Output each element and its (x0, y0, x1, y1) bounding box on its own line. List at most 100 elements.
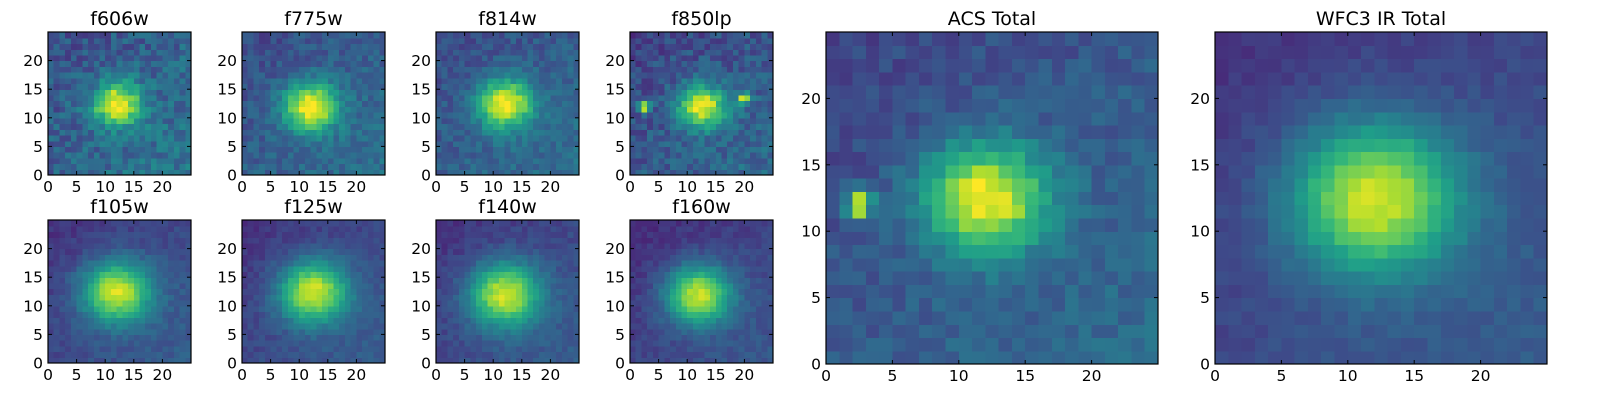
heatmap-cell (179, 77, 186, 85)
heatmap-cell (133, 83, 141, 90)
heatmap-cell (561, 225, 569, 233)
heatmap-cell (767, 100, 774, 107)
heatmap-cell (561, 60, 569, 67)
heatmap-cell (687, 49, 694, 56)
heatmap-cell (567, 271, 574, 278)
heatmap-cell (675, 134, 683, 142)
heatmap-cell (70, 220, 78, 227)
heatmap-cell (647, 83, 654, 90)
heatmap-cell (516, 43, 523, 50)
heatmap-cell (732, 100, 740, 107)
heatmap-cell (293, 340, 300, 347)
heatmap-cell (88, 72, 95, 79)
heatmap-cell (556, 242, 563, 250)
heatmap-cell (761, 77, 768, 85)
heatmap-cell (333, 60, 340, 67)
heatmap-cell (70, 231, 78, 238)
heatmap-cell (65, 43, 72, 50)
heatmap-cell (139, 277, 146, 284)
heatmap-cell (561, 72, 569, 79)
heatmap-cell (270, 163, 277, 170)
y-tick-label: 0 (227, 355, 237, 373)
heatmap-cell (276, 72, 283, 79)
heatmap-cell (333, 271, 340, 278)
heatmap-cell (687, 60, 694, 67)
heatmap-cell (299, 305, 306, 313)
heatmap-cell (133, 271, 141, 278)
heatmap-cell (658, 317, 665, 324)
heatmap-cell (59, 163, 66, 170)
heatmap-cell (681, 72, 688, 79)
heatmap-cell (362, 134, 369, 142)
heatmap-cell (379, 317, 386, 324)
heatmap-cell (544, 260, 551, 267)
heatmap-cell (133, 282, 141, 290)
heatmap-cell (652, 300, 660, 307)
heatmap-cell (344, 282, 352, 290)
heatmap-cell (339, 242, 346, 250)
heatmap-cell (750, 37, 757, 45)
heatmap-cell (259, 294, 266, 301)
heatmap-cell (481, 72, 489, 79)
heatmap-cell (185, 351, 192, 358)
heatmap-cell (156, 300, 163, 307)
heatmap-cell (521, 77, 529, 85)
heatmap-cell (630, 100, 637, 107)
heatmap-cell (504, 43, 511, 50)
heatmap-cell (322, 169, 329, 176)
heatmap-cell (687, 140, 694, 147)
heatmap-cell (282, 129, 289, 136)
heatmap-cell (253, 351, 260, 358)
heatmap-cell (658, 282, 665, 290)
heatmap-cell (344, 294, 352, 301)
heatmap-cell (692, 66, 700, 73)
heatmap-cell (122, 351, 129, 358)
heatmap-cell (510, 231, 517, 238)
heatmap-cell (573, 89, 580, 96)
heatmap-cell (173, 351, 181, 358)
heatmap-cell (304, 169, 312, 176)
heatmap-cell (458, 322, 466, 330)
heatmap-cell (299, 317, 306, 324)
heatmap-cell (356, 225, 363, 233)
heatmap-cell (333, 146, 340, 153)
heatmap-cell (567, 277, 574, 284)
heatmap-cell (538, 334, 546, 341)
heatmap-cell (185, 100, 192, 107)
heatmap-cell (458, 117, 466, 125)
heatmap-cell (339, 123, 346, 130)
heatmap-cell (635, 129, 643, 136)
heatmap-cell (179, 66, 186, 73)
heatmap-cell (704, 89, 711, 96)
heatmap-cell (436, 94, 443, 102)
heatmap-cell (247, 300, 255, 307)
heatmap-cell (168, 157, 175, 165)
heatmap-cell (670, 322, 677, 330)
heatmap-cell (299, 351, 306, 358)
heatmap-cell (658, 340, 665, 347)
heatmap-cell (116, 305, 123, 313)
heatmap-cell (179, 334, 186, 341)
heatmap-cell (681, 89, 688, 96)
heatmap-cell (339, 146, 346, 153)
heatmap-cell (698, 311, 705, 318)
heatmap-cell (538, 317, 546, 324)
heatmap-cell (105, 231, 112, 238)
heatmap-cell (687, 117, 694, 125)
heatmap-cell (93, 157, 101, 165)
heatmap-cell (755, 311, 763, 318)
heatmap-cell (436, 49, 443, 56)
heatmap-cell (453, 32, 460, 39)
heatmap-cell (464, 32, 471, 39)
heatmap-cell (670, 311, 677, 318)
heatmap-cell (652, 163, 660, 170)
heatmap-cell (99, 351, 106, 358)
heatmap-cell (641, 140, 648, 147)
x-tick-label: 0 (431, 366, 441, 384)
heatmap-cell (185, 300, 192, 307)
heatmap-cell (82, 265, 89, 273)
heatmap-cell (65, 322, 72, 330)
heatmap-cell (556, 231, 563, 238)
heatmap-cell (88, 357, 95, 364)
heatmap-cell (367, 311, 375, 318)
